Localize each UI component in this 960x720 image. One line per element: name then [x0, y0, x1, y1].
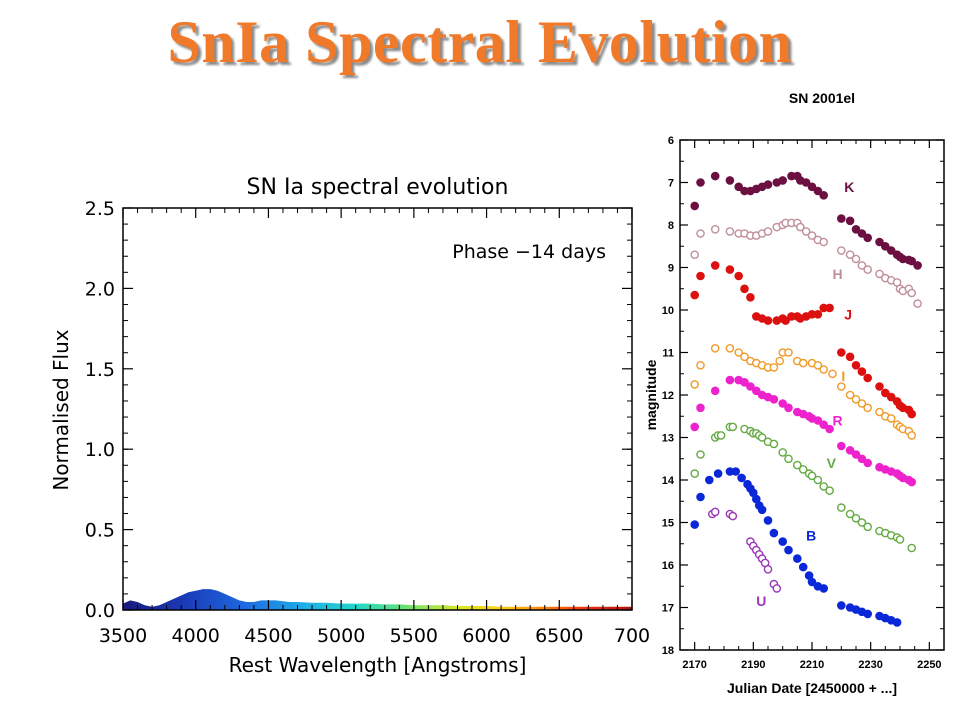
spectrum-x-tick-label: 4000: [172, 625, 220, 647]
slide-title: SnIa Spectral Evolution: [167, 9, 793, 75]
spectrum-y-tick-label: 1.0: [85, 439, 115, 461]
spectrum-x-tick-label: 6500: [535, 625, 583, 647]
spectrum-area: [123, 589, 632, 610]
spectrum-x-tick-label: 700: [614, 625, 650, 647]
spectrum-x-label: Rest Wavelength [Angstroms]: [229, 653, 527, 677]
spectrum-y-tick-label: 2.5: [85, 198, 115, 220]
spectrum-x-tick-label: 5000: [317, 625, 365, 647]
spectrum-y-tick-label: 2.0: [85, 278, 115, 300]
spectrum-x-tick-label: 6000: [462, 625, 510, 647]
spectrum-phase-annotation: Phase −14 days: [452, 241, 606, 263]
spectrum-title: SN Ia spectral evolution: [247, 175, 509, 200]
spectrum-y-tick-label: 0.5: [85, 520, 115, 542]
spectrum-y-tick-label: 1.5: [85, 359, 115, 381]
spectrum-y-label: Normalised Flux: [49, 329, 73, 490]
spectrum-frame: [122, 207, 633, 611]
spectrum-x-tick-label: 5500: [390, 625, 438, 647]
spectrum-x-tick-label: 3500: [99, 625, 147, 647]
spectrum-x-tick-label: 4500: [244, 625, 292, 647]
spectrum-y-tick-label: 0.0: [85, 600, 115, 622]
